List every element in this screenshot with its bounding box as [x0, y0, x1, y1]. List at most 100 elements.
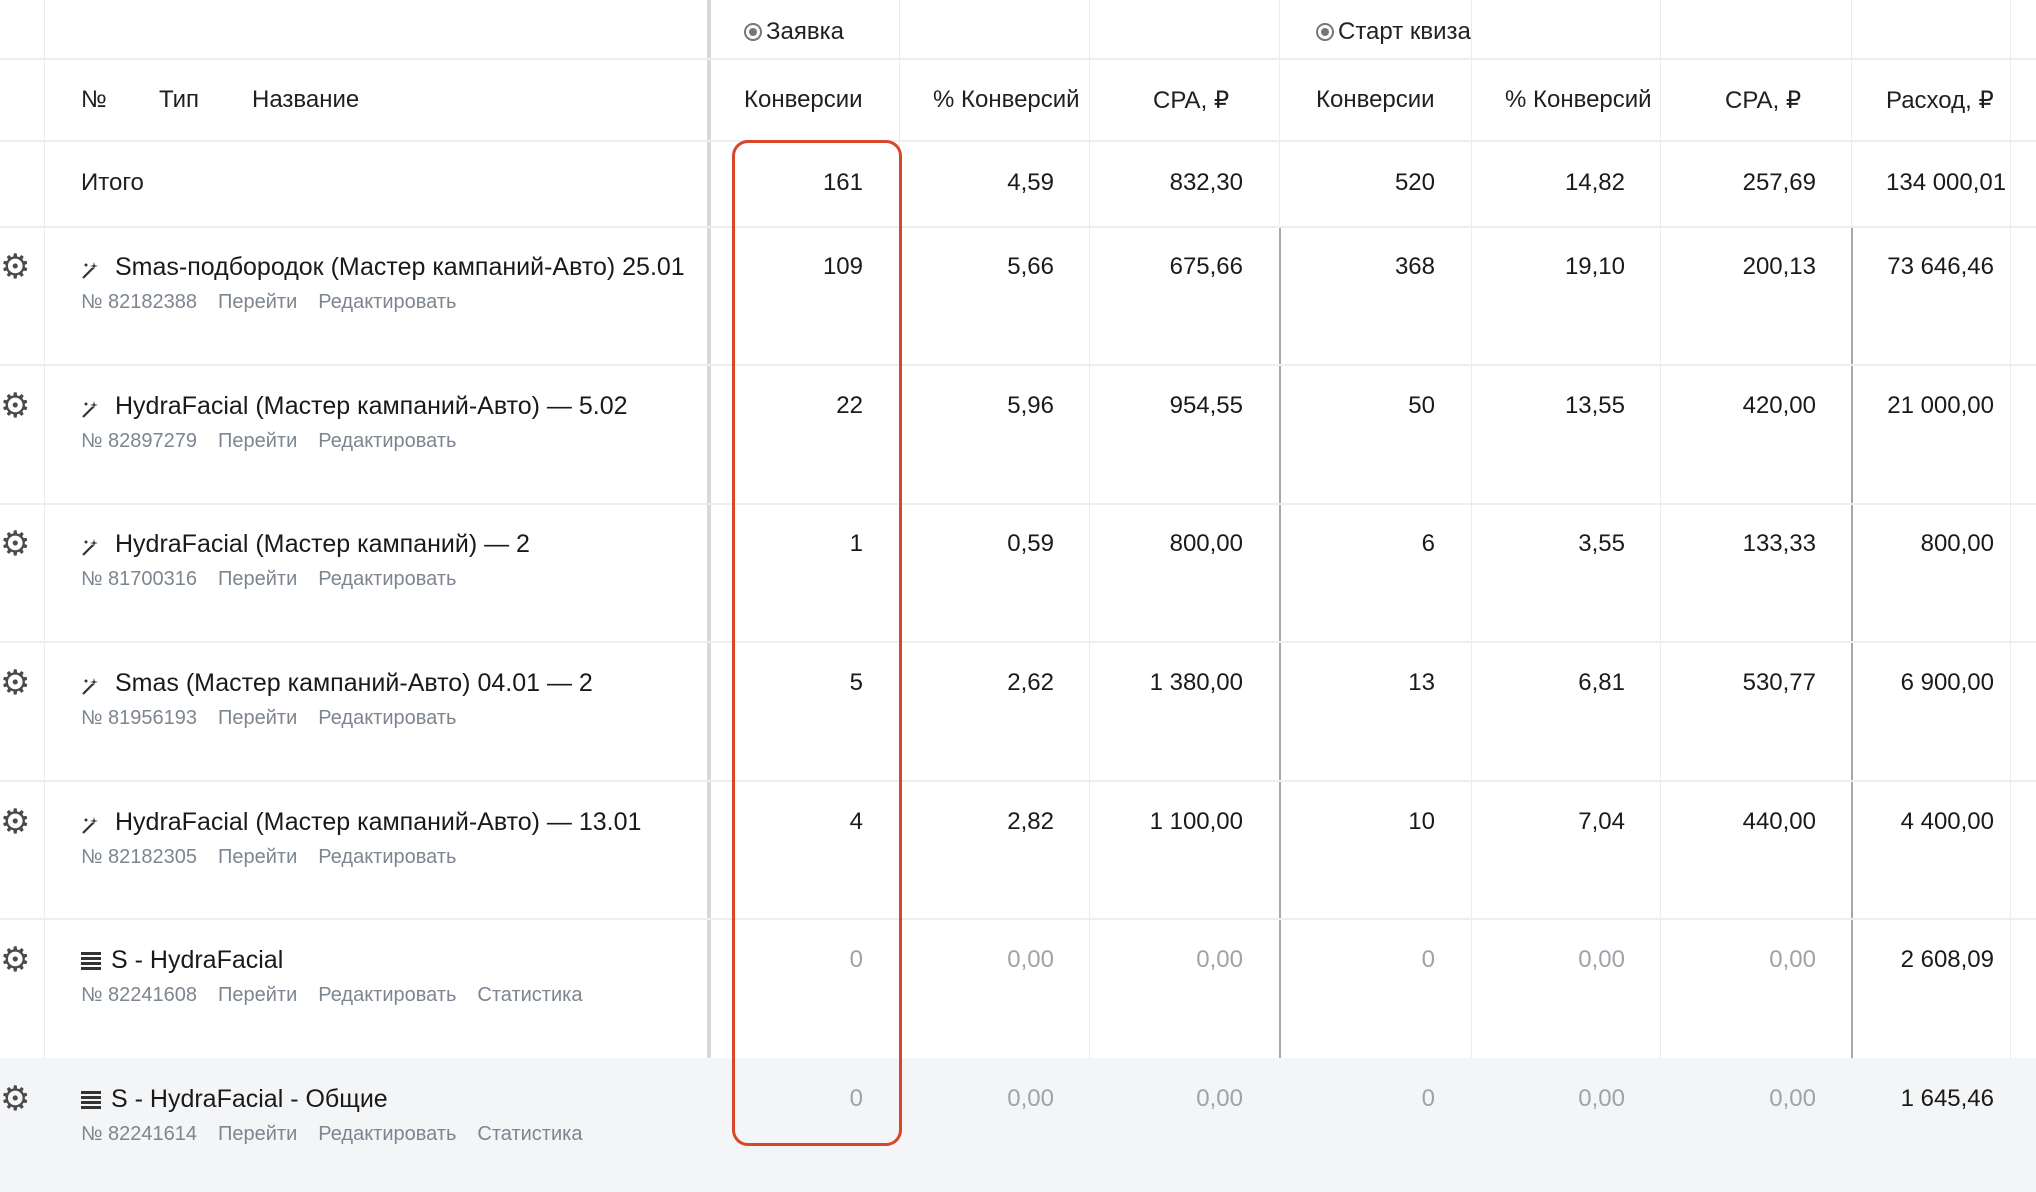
cell-cpa: 420,00 [1742, 392, 1816, 419]
group-header-start-quiz[interactable]: Старт квиза [1316, 18, 1471, 46]
campaign-id: № 82241614 [81, 1123, 197, 1145]
cell-conversions: 22 [836, 392, 863, 419]
gear-icon[interactable]: ⚙ [0, 387, 31, 425]
header-cpa[interactable]: CPA, ₽ [1153, 87, 1230, 114]
row-divider [0, 780, 2036, 782]
header-conversion-rate[interactable]: % Конверсий [1505, 86, 1652, 113]
cell-conversions: 0 [1421, 946, 1435, 973]
header-type[interactable]: Тип [159, 86, 200, 113]
goal-icon [744, 23, 762, 41]
wand-icon [81, 813, 101, 834]
goto-link[interactable]: Перейти [218, 291, 298, 313]
goto-link[interactable]: Перейти [218, 1123, 298, 1145]
cell-conversions: 1 [849, 530, 863, 557]
row-divider [0, 140, 2036, 142]
cell-conversion-rate: 2,82 [1007, 808, 1054, 835]
total-conversions: 520 [1394, 169, 1435, 196]
gear-icon[interactable]: ⚙ [0, 525, 31, 563]
edit-link[interactable]: Редактировать [318, 1123, 457, 1145]
column-divider [1089, 0, 1090, 1192]
cell-spend: 2 608,09 [1900, 946, 1994, 973]
cell-conversion-rate: 3,55 [1578, 530, 1625, 557]
cell-spend: 73 646,46 [1887, 253, 1994, 280]
wand-icon [81, 535, 101, 556]
campaign-meta: № 82241614 Перейти Редактировать Статист… [81, 1123, 582, 1146]
group-header-zayavka[interactable]: Заявка [744, 18, 844, 46]
total-conversions: 161 [822, 169, 863, 196]
cell-cpa: 0,00 [1769, 946, 1816, 973]
header-conversion-rate[interactable]: % Конверсий [933, 86, 1080, 113]
cell-spend: 800,00 [1920, 530, 1994, 557]
cell-conversions: 4 [849, 808, 863, 835]
row-divider [0, 641, 2036, 643]
group-divider [1851, 228, 1853, 1192]
campaign-meta: № 82897279 Перейти Редактировать [81, 430, 456, 453]
campaign-name[interactable]: HydraFacial (Мастер кампаний-Авто) — 5.0… [81, 392, 628, 421]
total-cpa: 257,69 [1742, 169, 1816, 196]
cell-conversions: 5 [849, 669, 863, 696]
goto-link[interactable]: Перейти [218, 430, 298, 452]
cell-conversions: 10 [1408, 808, 1435, 835]
campaign-meta: № 82241608 Перейти Редактировать Статист… [81, 984, 582, 1007]
edit-link[interactable]: Редактировать [318, 430, 457, 452]
column-divider [44, 0, 45, 1192]
edit-link[interactable]: Редактировать [318, 984, 457, 1006]
goto-link[interactable]: Перейти [218, 568, 298, 590]
cell-conversion-rate: 7,04 [1578, 808, 1625, 835]
campaign-name[interactable]: Smas-подбородок (Мастер кампаний-Авто) 2… [81, 253, 685, 282]
statistics-link[interactable]: Статистика [477, 1123, 583, 1145]
highlight-annotation [732, 140, 902, 1146]
cell-conversion-rate: 0,00 [1007, 1085, 1054, 1112]
goto-link[interactable]: Перейти [218, 846, 298, 868]
campaign-name[interactable]: S - HydraFacial - Общие [81, 1085, 388, 1114]
campaign-name[interactable]: S - HydraFacial [81, 946, 283, 975]
header-conversions[interactable]: Конверсии [1316, 86, 1435, 113]
edit-link[interactable]: Редактировать [318, 707, 457, 729]
cell-conversion-rate: 0,59 [1007, 530, 1054, 557]
campaign-meta: № 82182305 Перейти Редактировать [81, 846, 456, 869]
header-conversions[interactable]: Конверсии [744, 86, 863, 113]
campaign-name[interactable]: HydraFacial (Мастер кампаний-Авто) — 13.… [81, 808, 641, 837]
edit-link[interactable]: Редактировать [318, 291, 457, 313]
edit-link[interactable]: Редактировать [318, 846, 457, 868]
total-conversion-rate: 4,59 [1007, 169, 1054, 196]
cell-conversion-rate: 5,96 [1007, 392, 1054, 419]
edit-link[interactable]: Редактировать [318, 568, 457, 590]
header-num[interactable]: № [81, 86, 107, 113]
cell-cpa: 0,00 [1196, 1085, 1243, 1112]
cell-conversion-rate: 2,62 [1007, 669, 1054, 696]
gear-icon[interactable]: ⚙ [0, 248, 31, 286]
cell-conversions: 13 [1408, 669, 1435, 696]
cell-cpa: 133,33 [1742, 530, 1816, 557]
campaign-name[interactable]: HydraFacial (Мастер кампаний) — 2 [81, 530, 530, 559]
cell-conversion-rate: 6,81 [1578, 669, 1625, 696]
header-name[interactable]: Название [252, 86, 360, 113]
row-divider [0, 918, 2036, 920]
column-divider [1279, 0, 1280, 228]
campaign-name[interactable]: Smas (Мастер кампаний-Авто) 04.01 — 2 [81, 669, 593, 698]
campaign-meta: № 81700316 Перейти Редактировать [81, 568, 456, 591]
goto-link[interactable]: Перейти [218, 984, 298, 1006]
wand-icon [81, 258, 101, 279]
gear-icon[interactable]: ⚙ [0, 803, 31, 841]
header-spend[interactable]: Расход, ₽ [1886, 87, 1994, 114]
column-divider [2010, 0, 2011, 1192]
cell-cpa: 530,77 [1742, 669, 1816, 696]
cell-spend: 1 645,46 [1900, 1085, 1994, 1112]
gear-icon[interactable]: ⚙ [0, 664, 31, 702]
gear-icon[interactable]: ⚙ [0, 941, 31, 979]
gear-icon[interactable]: ⚙ [0, 1080, 31, 1118]
frozen-column-divider [707, 0, 711, 1192]
row-divider [0, 226, 2036, 228]
header-cpa[interactable]: CPA, ₽ [1725, 87, 1802, 114]
row-divider [0, 58, 2036, 60]
goto-link[interactable]: Перейти [218, 707, 298, 729]
cell-conversion-rate: 5,66 [1007, 253, 1054, 280]
column-divider [1471, 0, 1472, 1192]
campaign-meta: № 81956193 Перейти Редактировать [81, 707, 456, 730]
cell-spend: 21 000,00 [1887, 392, 1994, 419]
total-label: Итого [81, 169, 144, 196]
total-cpa: 832,30 [1169, 169, 1243, 196]
cell-cpa: 0,00 [1769, 1085, 1816, 1112]
statistics-link[interactable]: Статистика [477, 984, 583, 1006]
